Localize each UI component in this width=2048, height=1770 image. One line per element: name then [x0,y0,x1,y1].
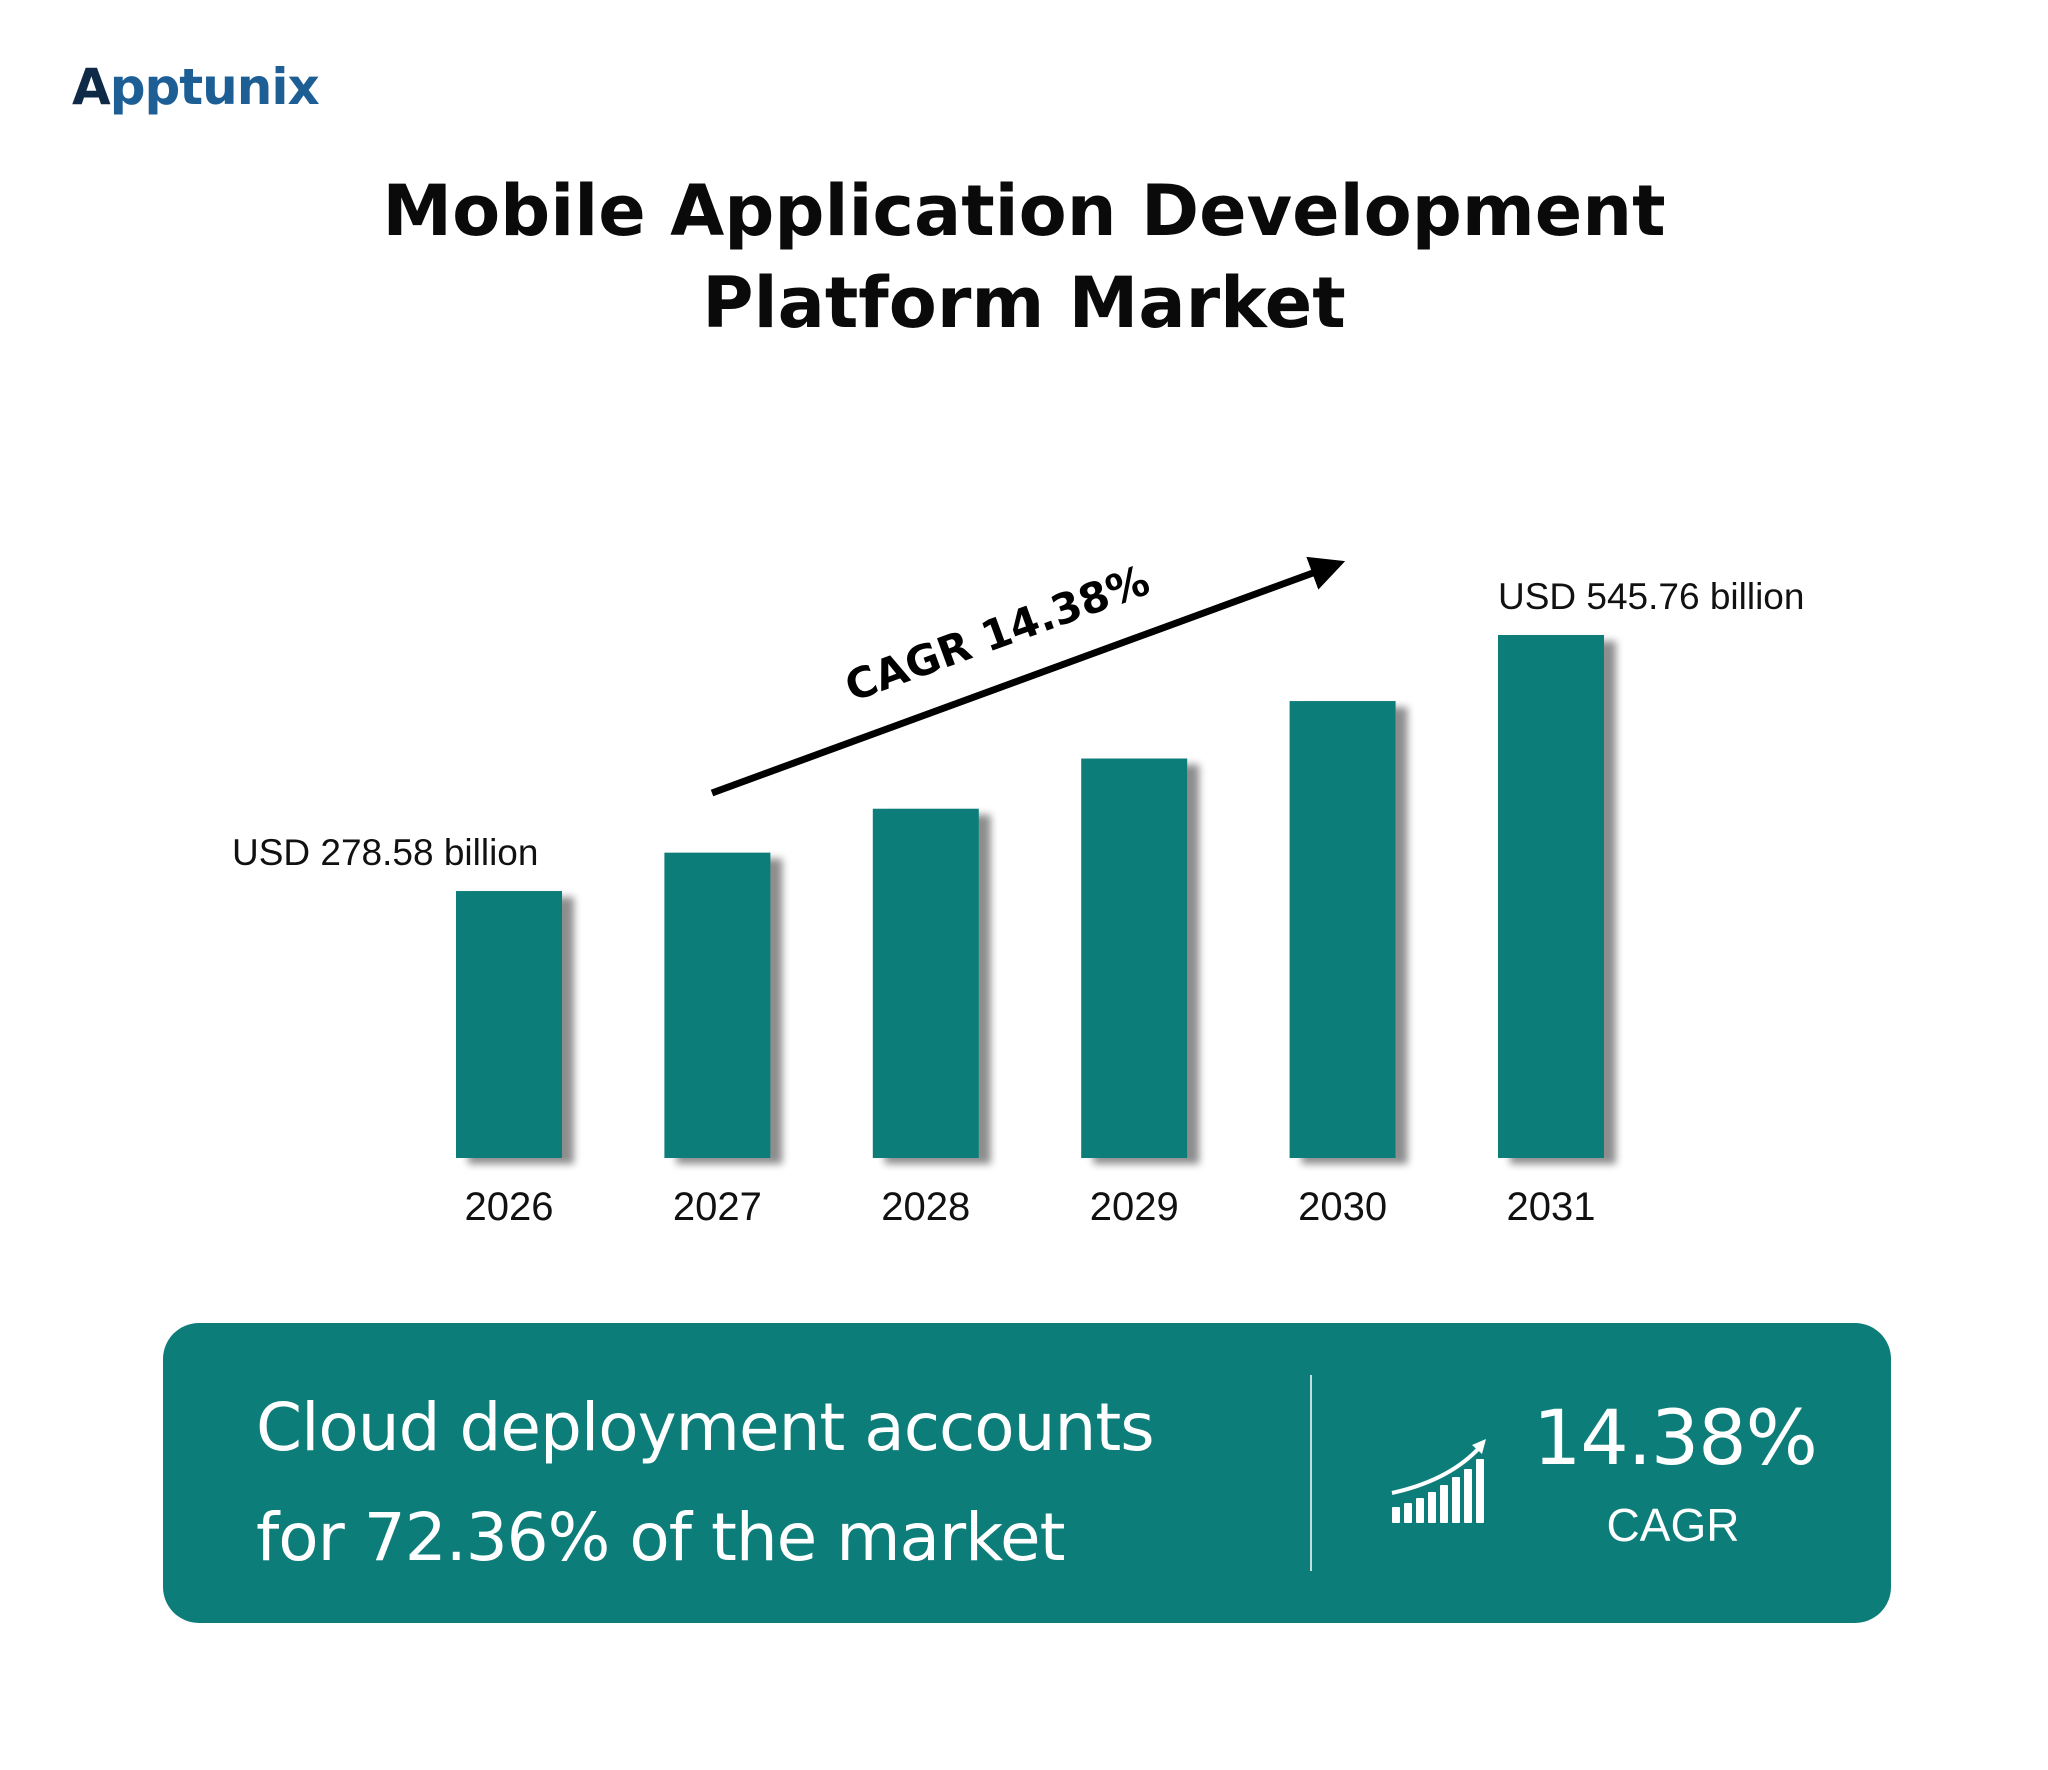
banner-headline: Cloud deployment accounts for 72.36% of … [256,1373,1306,1593]
banner-headline-line-1: Cloud deployment accounts [256,1389,1155,1466]
banner-headline-line-2: for 72.36% of the market [256,1499,1065,1576]
x-tick-label: 2031 [1507,1185,1596,1229]
bar-2029 [1081,758,1188,1158]
bar-2028 [872,808,979,1158]
logo-wordmark: pptunix [109,58,320,116]
cagr-annotation: CAGR 14.38% [710,556,1346,797]
x-tick-label: 2026 [465,1185,554,1229]
banner-divider [1310,1375,1312,1571]
title-line-1: Mobile Application Development [382,170,1666,252]
bar-2026 [456,891,562,1158]
x-tick-label: 2030 [1298,1185,1387,1229]
market-share-banner: Cloud deployment accounts for 72.36% of … [163,1323,1891,1623]
x-tick-label: 2028 [881,1185,970,1229]
bar-chart: 2026 2027 2028 2029 2030 2031 USD 278.58 bill… [232,556,1804,1229]
logo-letter-a: A [72,58,111,116]
bar-2030 [1289,701,1396,1158]
trend-arrow [710,556,1346,797]
data-label-2031: USD 545.76 billion [1498,576,1804,617]
growth-chart-icon [1391,1439,1486,1523]
cagr-label: CAGR [1606,1499,1740,1551]
page-title: Mobile Application Development Platform … [0,165,2048,349]
title-line-2: Platform Market [702,262,1346,344]
data-label-2026: USD 278.58 billion [232,832,538,873]
bar-2031 [1498,635,1604,1158]
cagr-value: 14.38% [1533,1393,1818,1482]
x-tick-label: 2029 [1090,1185,1179,1229]
bar-2027 [664,852,771,1158]
x-tick-label: 2027 [673,1185,762,1229]
